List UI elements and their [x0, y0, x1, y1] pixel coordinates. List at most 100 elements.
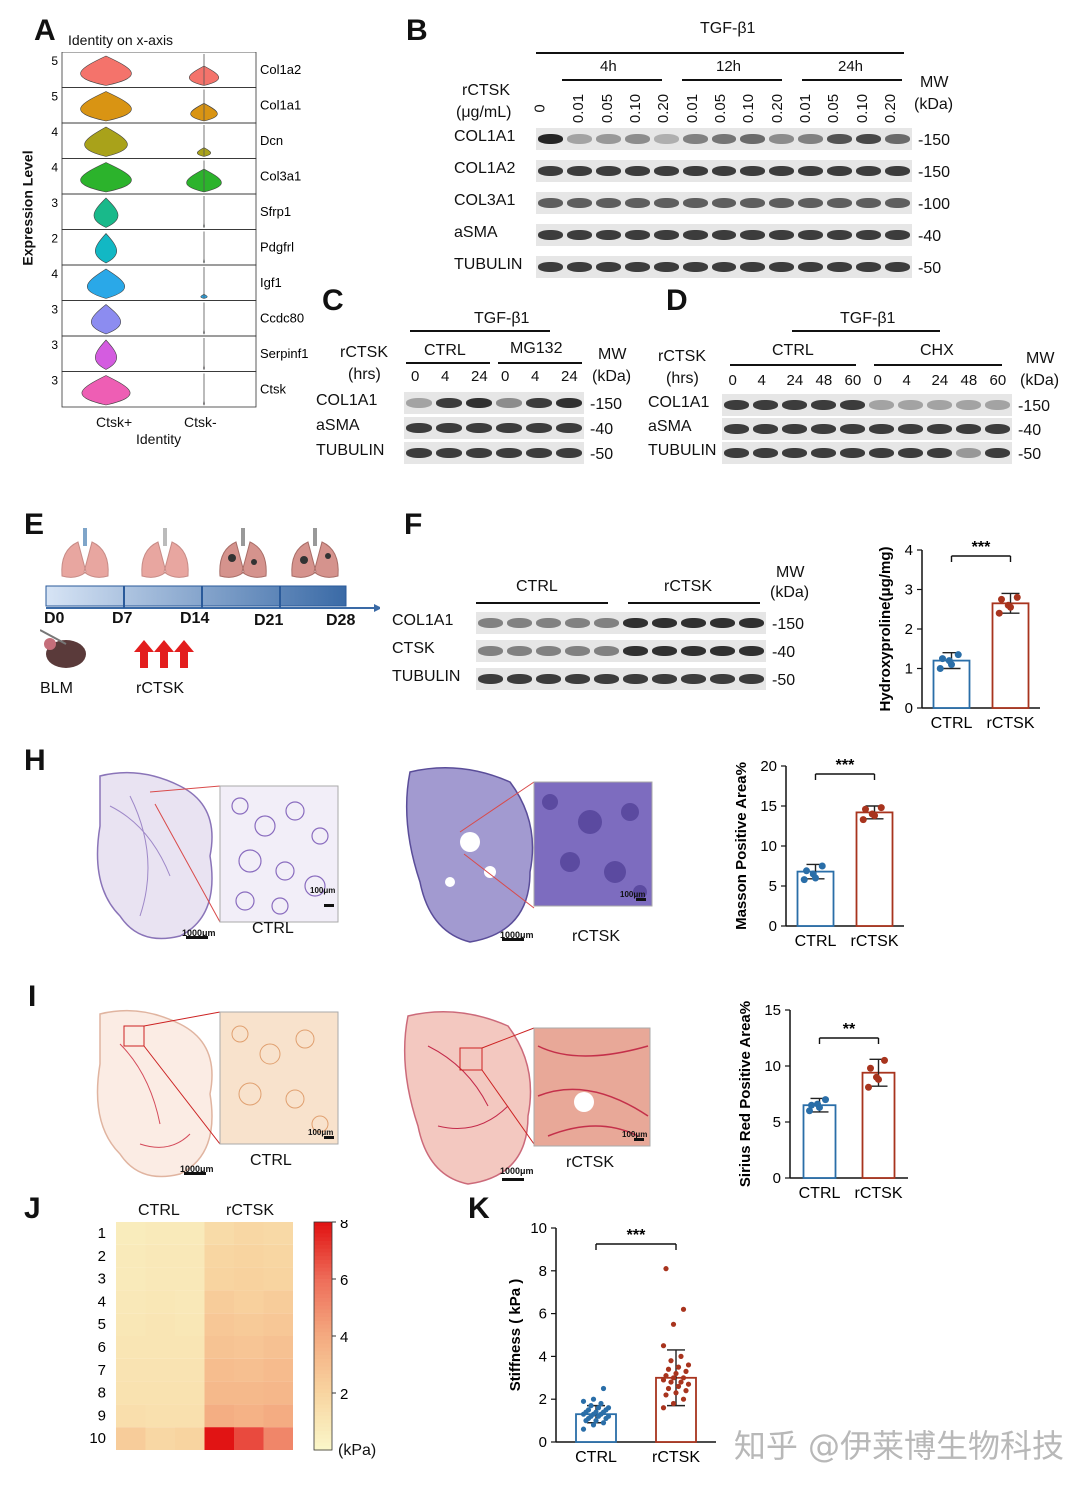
blot-label-col1a1: COL1A1 — [648, 394, 710, 411]
sirius-rctsk-scale-big: 1000μm — [500, 1166, 534, 1176]
category-label-ctrl: CTRL — [575, 1449, 617, 1466]
blot-band — [798, 134, 824, 144]
panel-b-dose-row: 0 0.01 0.05 0.10 0.20 0.01 0.05 0.10 0.20 0.01 0.0… — [532, 86, 904, 126]
colorbar-segment — [314, 1282, 332, 1288]
blot-band — [682, 198, 708, 208]
heatmap-cell — [116, 1290, 146, 1314]
colorbar-segment — [314, 1385, 332, 1390]
blot-band — [507, 618, 532, 628]
colorbar-segment — [314, 1396, 332, 1402]
blot-label-col3a1: COL3A1 — [454, 192, 516, 209]
heatmap-cell — [175, 1244, 205, 1268]
blot-mw-col1a1: -150 — [772, 616, 805, 633]
data-point — [665, 1366, 672, 1372]
colorbar-segment — [314, 1362, 332, 1367]
data-point — [605, 1413, 612, 1419]
data-point — [663, 1392, 669, 1398]
panel-f-group-line-ctrl — [476, 602, 608, 604]
colorbar-tick-label: 4 — [340, 1329, 348, 1346]
blot-band — [856, 262, 882, 272]
data-point — [816, 1103, 823, 1111]
blot-band — [594, 618, 619, 628]
panel-c-mw-label: MW — [598, 346, 627, 363]
blot-band — [956, 400, 981, 410]
heatmap-row-label: 8 — [98, 1385, 106, 1402]
panel-b-mw-label: MW — [920, 74, 949, 91]
colorbar-segment — [314, 1389, 332, 1394]
blot-mw-tubulin: -50 — [918, 260, 942, 277]
heatmap-cell — [145, 1381, 175, 1405]
blot-band — [594, 646, 619, 656]
colorbar-segment — [314, 1393, 332, 1398]
heatmap-cell — [145, 1267, 175, 1291]
blot-band — [927, 448, 952, 458]
colorbar-segment — [314, 1301, 332, 1307]
y-tick-label: 3 — [905, 582, 913, 599]
sirius-ctrl-scale-small: 100μm — [308, 1128, 334, 1137]
panel-c-dose-unit: (hrs) — [348, 366, 381, 383]
lane-label: 0.10 — [627, 93, 645, 124]
blot-band — [565, 674, 590, 684]
lane-label: 4 — [902, 372, 911, 389]
blot-band — [682, 134, 708, 144]
lane-label: 0 — [531, 104, 549, 113]
heatmap-row-label: 3 — [98, 1271, 106, 1288]
data-point — [948, 661, 955, 669]
blot-band — [710, 646, 735, 656]
heatmap-cell — [145, 1290, 175, 1314]
violin-gene-label-sfrp1: Sfrp1 — [260, 204, 291, 219]
blot-label-tubulin: TUBULIN — [454, 256, 523, 273]
blot-band — [885, 262, 910, 272]
panel-c-group-line-mg132 — [498, 362, 582, 364]
heatmap-cell — [175, 1336, 205, 1359]
blot-band — [869, 400, 894, 410]
colorbar-segment — [314, 1347, 332, 1352]
data-point — [680, 1306, 687, 1312]
blot-band — [536, 646, 561, 656]
violin-ymax-label: 4 — [51, 267, 58, 281]
y-tick-label: 4 — [905, 542, 913, 559]
watermark: 知乎 @伊莱博生物科技 — [733, 1427, 1064, 1465]
data-point — [580, 1398, 587, 1404]
heatmap-cell — [263, 1427, 293, 1450]
blot-band — [724, 448, 749, 458]
blot-band — [885, 230, 910, 240]
y-tick-label: 10 — [764, 1058, 781, 1075]
violin-plot: 5 Col1a2 5 Col1a1 4 Dcn 4 Col3a1 3 Sfrp1 2 Pdgfrl 4 I… — [51, 52, 308, 408]
blot-band — [478, 618, 503, 628]
lane-label: 0 — [411, 368, 420, 385]
blot-band — [827, 230, 853, 240]
blot-band — [496, 398, 522, 408]
blot-band — [624, 198, 650, 208]
violin-ymax-label: 2 — [51, 232, 58, 246]
panel-c-dose-label: rCTSK — [340, 344, 388, 361]
sirius-ctrl-image — [96, 1009, 339, 1178]
blot-mw-asma: -40 — [590, 421, 614, 438]
data-point — [685, 1362, 692, 1368]
violin-gene-label-pdgfrl: Pdgfrl — [260, 240, 294, 255]
violin-gene-label-igf1: Igf1 — [260, 275, 282, 290]
lane-label: 0.05 — [825, 93, 843, 124]
heatmap-cell — [263, 1381, 293, 1405]
violin-ctsk-pos-igf1 — [86, 268, 126, 299]
blot-band — [740, 166, 766, 176]
blot-band — [566, 166, 592, 176]
data-point — [593, 1409, 599, 1415]
timeline-day-7: D7 — [112, 610, 133, 627]
colorbar-segment — [314, 1260, 332, 1265]
blot-band — [711, 262, 737, 272]
violin-ctsk-pos-col1a1 — [80, 91, 132, 122]
lane-label: 0 — [501, 368, 510, 385]
blot-band — [594, 674, 619, 684]
blot-band — [856, 134, 882, 144]
violin-ctsk-pos-col1a2 — [80, 55, 132, 86]
panel-d-mw-label: MW — [1026, 350, 1055, 367]
colorbar-segment — [314, 1305, 332, 1310]
panel-f-mw-label: MW — [776, 564, 805, 581]
data-point — [881, 1056, 888, 1064]
y-tick-label: 0 — [905, 700, 913, 717]
blot-band — [595, 262, 621, 272]
data-point — [678, 1353, 684, 1359]
blot-band — [624, 166, 650, 176]
colorbar-segment — [314, 1233, 332, 1238]
